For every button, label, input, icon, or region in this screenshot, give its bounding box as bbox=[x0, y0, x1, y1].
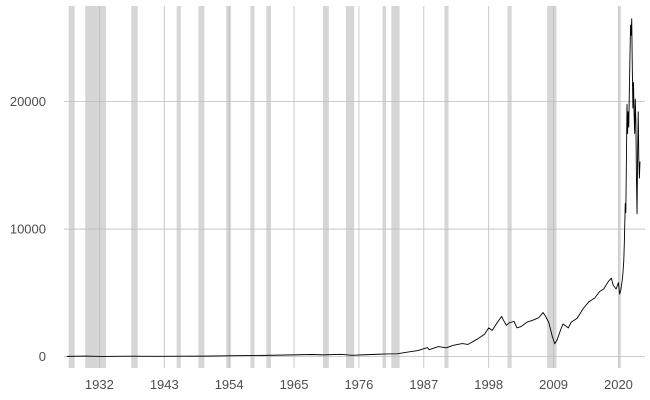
series-line-0 bbox=[66, 18, 641, 357]
series-layer bbox=[66, 18, 641, 357]
x-tick-label-1932: 1932 bbox=[85, 377, 114, 392]
shaded-period-7 bbox=[266, 6, 272, 368]
y-tick-label-10000: 10000 bbox=[10, 222, 46, 237]
shaded-period-2 bbox=[131, 6, 138, 368]
shaded-period-1 bbox=[85, 6, 106, 368]
shaded-period-10 bbox=[382, 6, 387, 368]
shaded-period-9 bbox=[345, 6, 355, 368]
shaded-period-11 bbox=[391, 6, 400, 368]
x-tick-label-2009: 2009 bbox=[539, 377, 568, 392]
shaded-period-8 bbox=[322, 6, 329, 368]
x-tick-label-1976: 1976 bbox=[344, 377, 373, 392]
shaded-periods bbox=[68, 6, 621, 368]
x-tick-label-1965: 1965 bbox=[280, 377, 309, 392]
shaded-period-13 bbox=[507, 6, 512, 368]
shaded-period-4 bbox=[198, 6, 205, 368]
shaded-period-3 bbox=[176, 6, 181, 368]
shaded-period-12 bbox=[444, 6, 449, 368]
y-tick-label-0: 0 bbox=[39, 349, 46, 364]
x-axis-ticks: 1932 1943 1954 1965 1976 1987 1998 2009 2020 bbox=[85, 377, 633, 392]
x-tick-label-1987: 1987 bbox=[409, 377, 438, 392]
y-tick-label-20000: 20000 bbox=[10, 94, 46, 109]
shaded-period-0 bbox=[68, 6, 75, 368]
y-axis-ticks: 0 10000 20000 bbox=[10, 94, 46, 364]
shaded-period-15 bbox=[619, 6, 621, 368]
x-tick-label-1943: 1943 bbox=[150, 377, 179, 392]
x-tick-label-2020: 2020 bbox=[604, 377, 633, 392]
shaded-period-6 bbox=[250, 6, 255, 368]
x-tick-label-1954: 1954 bbox=[215, 377, 244, 392]
gridlines bbox=[64, 6, 645, 368]
x-tick-label-1998: 1998 bbox=[474, 377, 503, 392]
shaded-period-5 bbox=[226, 6, 231, 368]
shaded-period-14 bbox=[547, 6, 557, 368]
